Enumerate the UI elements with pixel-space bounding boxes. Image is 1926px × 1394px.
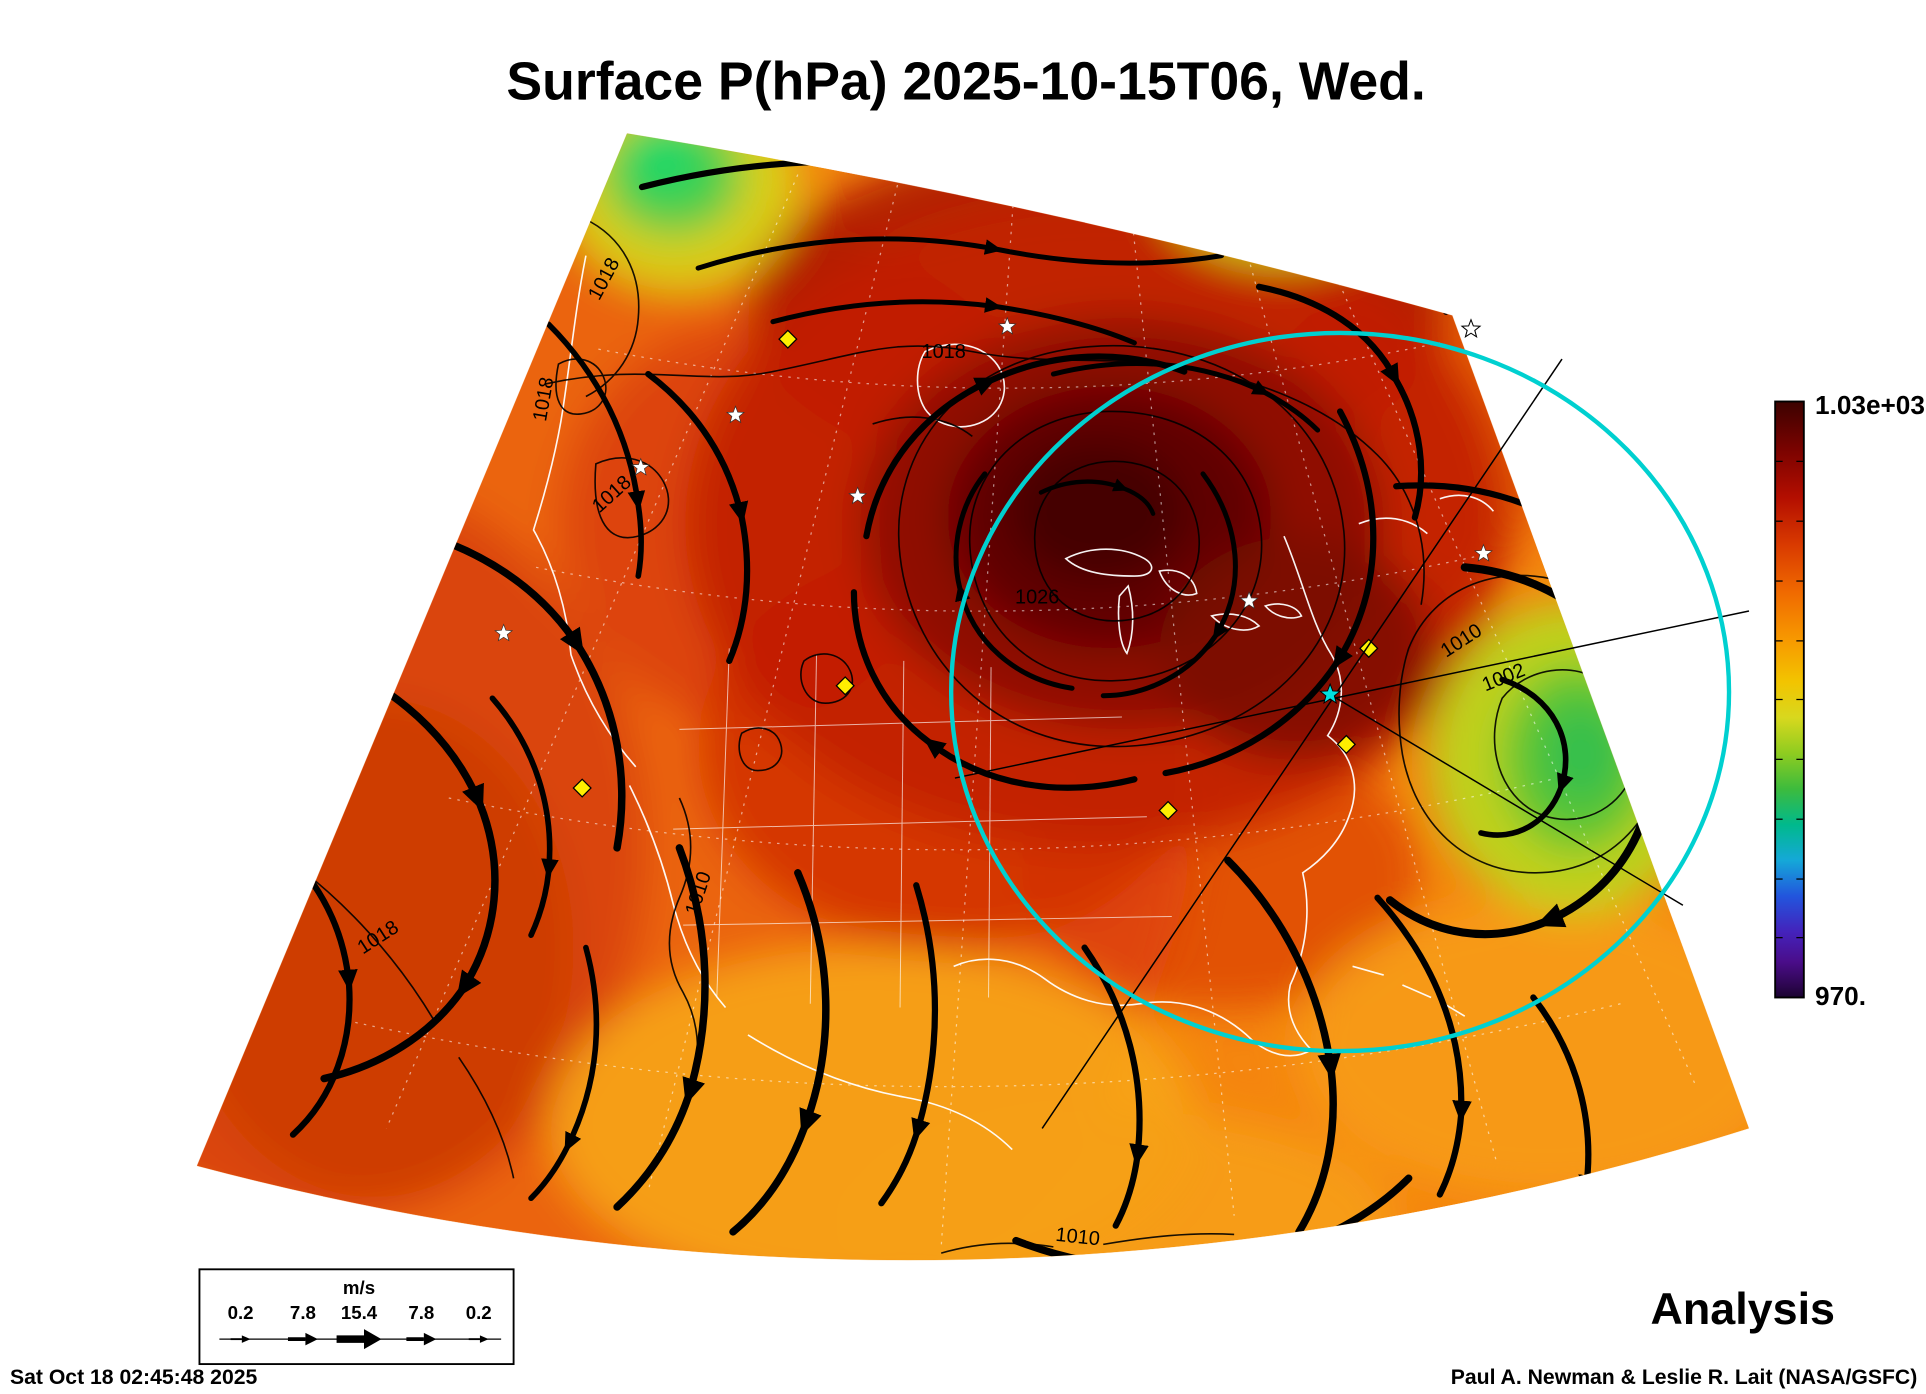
great-circle-line [954,610,1750,779]
coastlines [532,255,1495,1151]
diamond-marker [778,329,798,349]
range-ring-overlay [948,319,1750,1129]
star-outline-marker [1461,319,1481,338]
colorbar-min-label: 970. [1815,981,1866,1011]
wind-legend: m/s 0.2 7.8 15.4 7.8 0.2 [198,1268,515,1366]
wind-legend-units: m/s [343,1277,375,1298]
wind-legend-arrows [219,1329,502,1350]
colorbar-max-label: 1.03e+03 [1815,390,1925,420]
wind-legend-box [198,1268,515,1366]
range-ring-circle [948,330,1732,1054]
analysis-label: Analysis [1650,1283,1835,1334]
footer-timestamp: Sat Oct 18 02:45:48 2025 [10,1366,258,1389]
diamond-marker [572,778,592,798]
contour-label: 1010 [1054,1224,1100,1251]
footer-credit: Paul A. Newman & Leslie R. Lait (NASA/GS… [1451,1366,1918,1389]
diamond-marker [1336,734,1357,755]
contour-label: 1018 [922,341,966,363]
wind-legend-value: 15.4 [341,1302,378,1323]
wind-legend-value: 7.8 [290,1302,316,1323]
wind-legend-value: 0.2 [228,1302,254,1323]
colorbar: 1.03e+03 970. [1774,390,1925,1011]
great-circle-line [1329,693,1684,906]
wind-legend-value: 7.8 [408,1302,434,1323]
great-circle-line [1041,358,1563,1129]
colorbar-ticks [1775,460,1804,939]
contour-labels: 1018 1018 1018 1018 1026 1010 1002 1018 … [354,254,1529,1250]
diamond-marker [835,676,855,696]
chart-title: Surface P(hPa) 2025-10-15T06, Wed. [506,52,1425,112]
contour-label: 1026 [1015,586,1059,608]
diamond-marker [1158,800,1178,821]
graticule [355,159,1696,1247]
wind-legend-value: 0.2 [466,1302,492,1323]
map-area: 1018 1018 1018 1018 1026 1010 1002 1018 … [196,133,1749,1261]
